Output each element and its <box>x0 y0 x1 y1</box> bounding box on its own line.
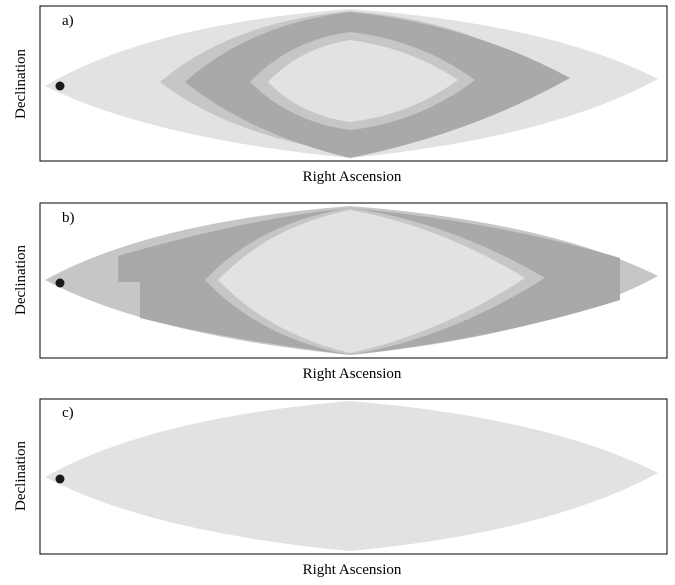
panel-c-xlabel: Right Ascension <box>303 562 402 578</box>
panel-c-ylabel: Declination <box>13 441 29 511</box>
panel-a-ylabel: Declination <box>13 49 29 119</box>
panel-c-outer-region <box>45 401 658 551</box>
panel-b: b) Right Ascension Declination <box>13 202 668 382</box>
panel-c: c) Right Ascension Declination <box>13 398 668 578</box>
panel-a-regions <box>45 9 658 158</box>
panel-c-regions <box>45 401 658 551</box>
panel-b-ylabel: Declination <box>13 245 29 315</box>
panel-b-regions <box>45 206 658 355</box>
panel-b-xlabel: Right Ascension <box>303 366 402 382</box>
panel-a-source-marker <box>55 81 65 91</box>
panel-c-label: c) <box>62 405 74 421</box>
panel-a-label: a) <box>62 13 74 29</box>
panel-a-xlabel: Right Ascension <box>303 169 402 185</box>
panel-c-source-marker <box>55 474 65 484</box>
panel-b-label: b) <box>62 210 75 226</box>
panel-b-source-marker <box>55 278 65 288</box>
panel-a-inner-light-region <box>268 40 458 122</box>
panel-a: a) Right Ascension Declination <box>13 5 668 185</box>
panel-b-inner-light-region <box>218 210 525 353</box>
